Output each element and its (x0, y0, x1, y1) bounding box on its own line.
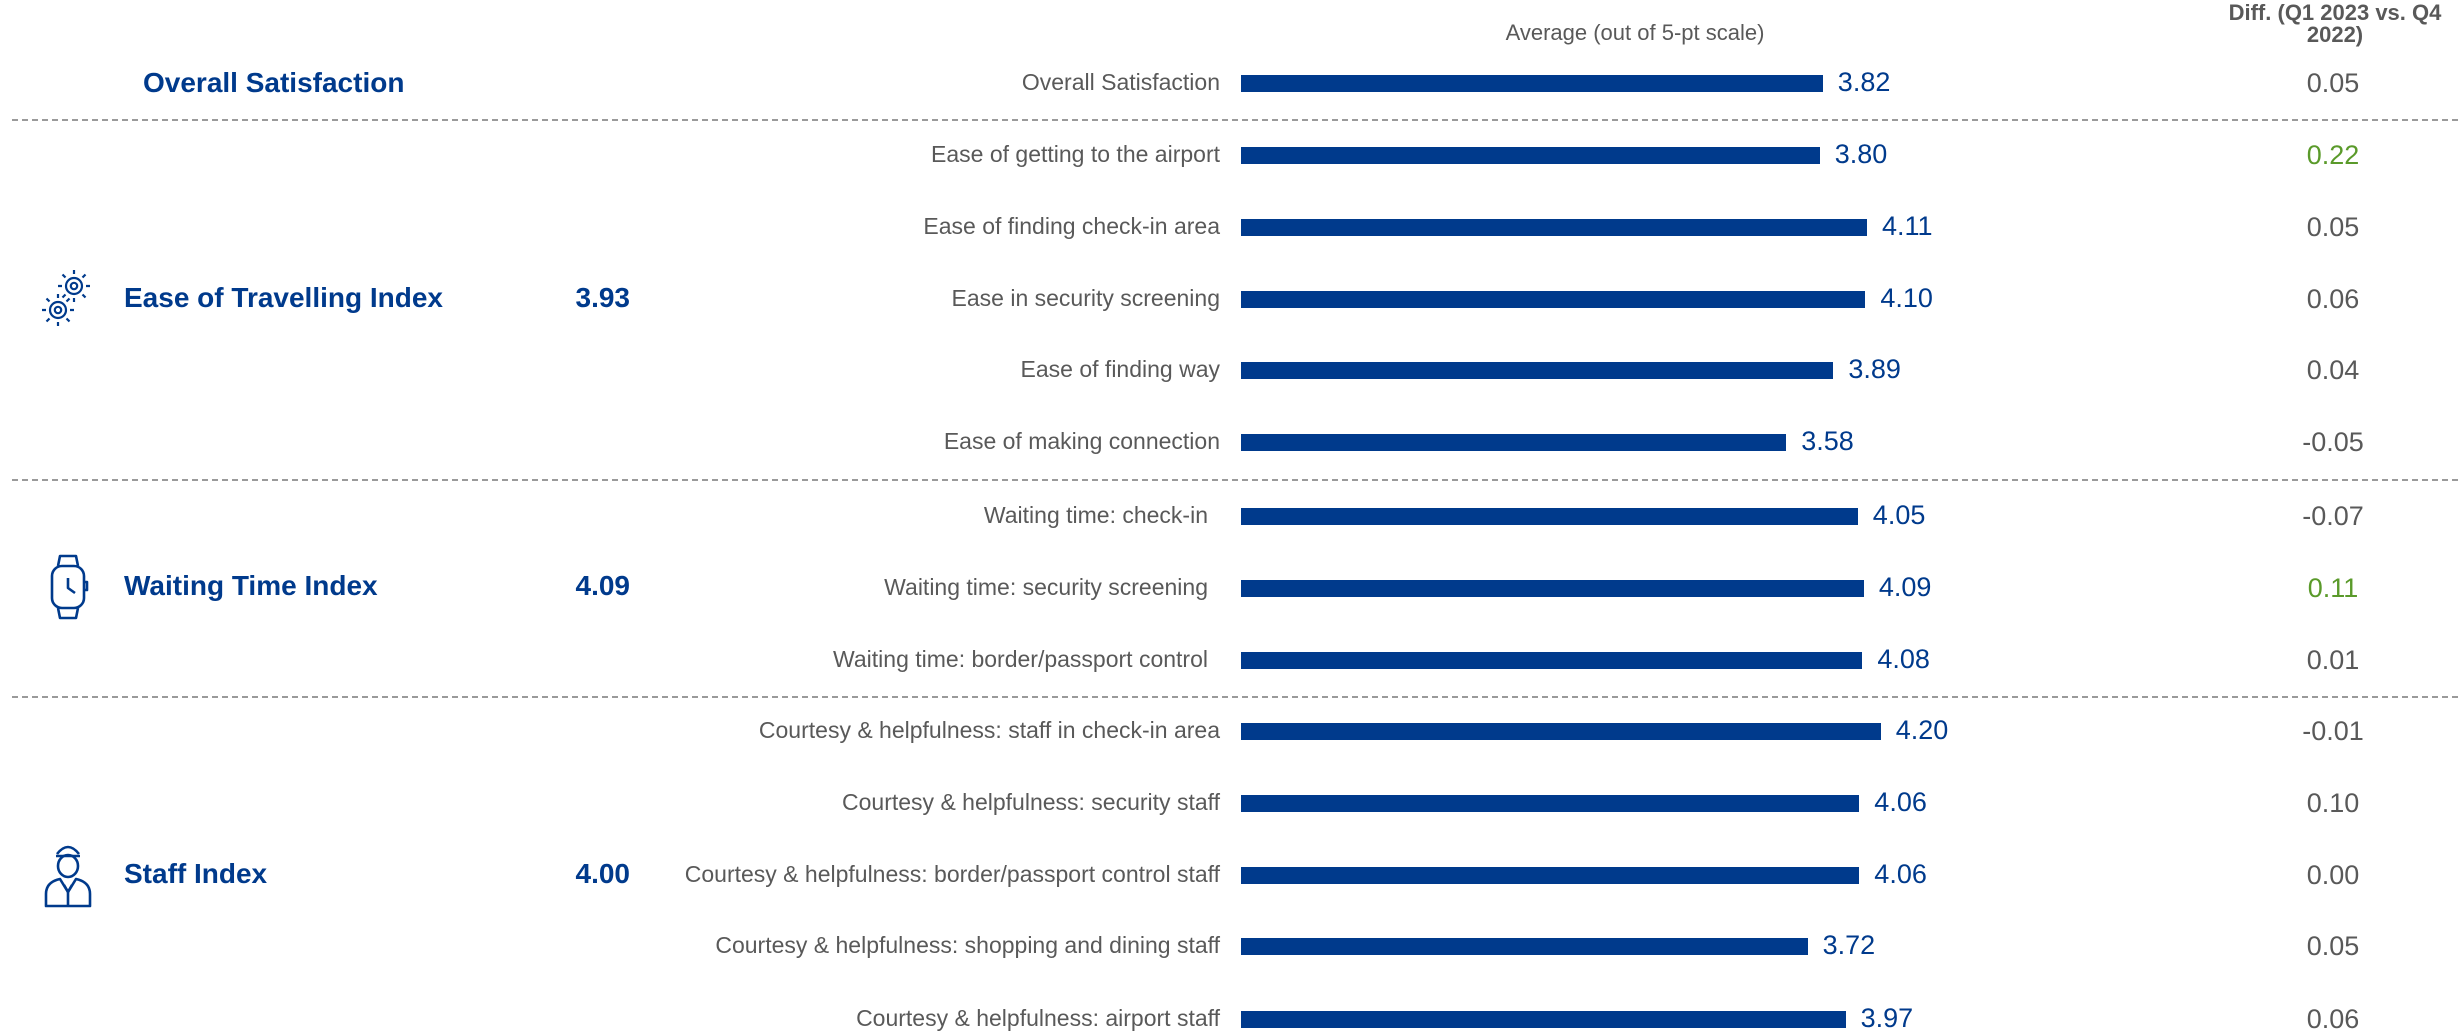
bar (1241, 1011, 1846, 1028)
diff-value: 0.11 (2307, 573, 2359, 603)
section-index-ease: 3.93 (575, 282, 631, 313)
bar (1241, 362, 1834, 379)
bar (1241, 147, 1820, 164)
section-index-staff: 4.00 (575, 858, 631, 889)
bar-value-label: 3.72 (1822, 930, 1876, 960)
bar (1241, 938, 1808, 955)
diff-header-line1: Diff. (Q1 2023 vs. Q4 (2228, 0, 2442, 25)
diff-value: 0.06 (2306, 284, 2360, 314)
bar (1241, 723, 1881, 740)
diff-value: 0.05 (2306, 931, 2360, 961)
diff-value: 0.05 (2306, 68, 2360, 98)
row-label: Ease of finding check-in area (923, 213, 1220, 239)
diff-header-line2: 2022) (2306, 22, 2364, 47)
row-label: Courtesy & helpfulness: staff in check-i… (758, 717, 1220, 743)
diff-value: 0.22 (2306, 140, 2360, 170)
diff-value: -0.07 (2302, 501, 2364, 531)
staff-person-icon (44, 845, 92, 908)
bar-value-label: 3.97 (1860, 1003, 1914, 1033)
bar-value-label: 3.82 (1837, 67, 1891, 97)
section-title-ease: Ease of Travelling Index (124, 282, 444, 313)
bar-value-label: 3.89 (1848, 354, 1901, 384)
row-label: Waiting time: check-in (983, 502, 1208, 528)
bar-value-label: 4.11 (1882, 211, 1933, 241)
bar-value-label: 4.08 (1877, 644, 1930, 674)
row-label: Waiting time: border/passport control (833, 646, 1208, 672)
diff-value: 0.04 (2306, 355, 2360, 385)
row-label: Overall Satisfaction (1021, 69, 1220, 95)
row-label: Ease of finding way (1020, 356, 1220, 382)
diff-value: 0.10 (2306, 788, 2360, 818)
section-title-overall: Overall Satisfaction (143, 67, 405, 98)
diff-value: 0.00 (2306, 860, 2360, 890)
row-label: Courtesy & helpfulness: airport staff (856, 1005, 1220, 1031)
diff-value: 0.05 (2306, 212, 2360, 242)
row-label: Waiting time: security screening (884, 574, 1208, 600)
row-label: Courtesy & helpfulness: border/passport … (684, 861, 1220, 887)
row-label: Ease of getting to the airport (931, 141, 1220, 167)
bar (1241, 219, 1867, 236)
bar (1241, 580, 1864, 597)
gears-icon (42, 270, 90, 326)
bar-value-label: 4.06 (1874, 859, 1927, 889)
bar-value-label: 4.05 (1872, 500, 1926, 530)
diff-value: 0.01 (2306, 645, 2360, 675)
section-index-waiting: 4.09 (575, 570, 631, 601)
section-title-staff: Staff Index (124, 858, 268, 889)
diff-value: -0.05 (2302, 427, 2364, 457)
diff-value: 0.06 (2306, 1004, 2360, 1034)
bar-value-label: 3.80 (1834, 139, 1888, 169)
bar (1241, 867, 1860, 884)
section-title-waiting: Waiting Time Index (124, 570, 378, 601)
section-separator (12, 119, 2458, 121)
bar-value-label: 4.10 (1880, 283, 1933, 313)
average-axis-header: Average (out of 5-pt scale) (1505, 20, 1765, 45)
bar (1241, 291, 1866, 308)
bar (1241, 795, 1860, 812)
row-label: Ease in security screening (951, 285, 1220, 311)
bar-value-label: 4.20 (1895, 715, 1949, 745)
bar (1241, 75, 1823, 92)
section-separator (12, 479, 2458, 481)
row-label: Ease of making connection (943, 428, 1220, 454)
row-label: Courtesy & helpfulness: shopping and din… (715, 932, 1220, 958)
bar-value-label: 4.09 (1878, 572, 1932, 602)
row-label: Courtesy & helpfulness: security staff (842, 789, 1220, 815)
bar (1241, 434, 1787, 451)
watch-icon (50, 554, 89, 620)
diff-value: -0.01 (2302, 716, 2364, 746)
bar-value-label: 3.58 (1801, 426, 1854, 456)
bar (1241, 652, 1863, 669)
section-separator (12, 696, 2458, 698)
bar (1241, 508, 1858, 525)
bar-value-label: 4.06 (1874, 787, 1927, 817)
diff-column-header: Diff. (Q1 2023 vs. Q4 2022) (2205, 2, 2458, 46)
